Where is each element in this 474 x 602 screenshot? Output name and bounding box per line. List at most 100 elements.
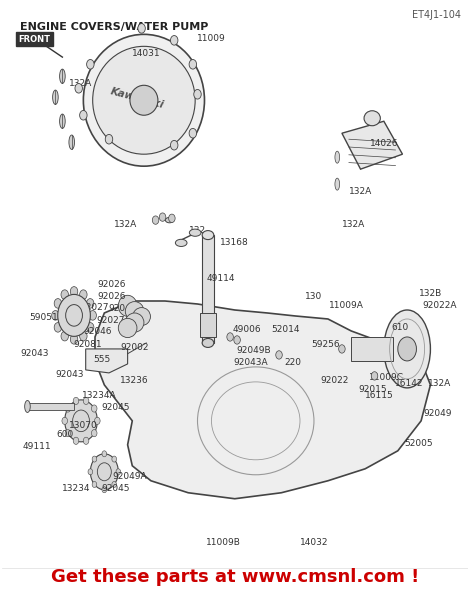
Ellipse shape <box>130 85 158 115</box>
Ellipse shape <box>364 111 380 126</box>
Text: 92026: 92026 <box>97 280 126 289</box>
Text: 13070: 13070 <box>69 421 98 430</box>
Ellipse shape <box>189 229 201 236</box>
Text: 49111: 49111 <box>22 442 51 451</box>
Circle shape <box>398 337 417 361</box>
Circle shape <box>61 290 68 299</box>
Circle shape <box>91 405 97 412</box>
Text: 555: 555 <box>93 355 110 364</box>
Bar <box>27 403 74 410</box>
Text: 92046: 92046 <box>109 304 137 313</box>
Circle shape <box>86 299 94 308</box>
Circle shape <box>94 417 100 424</box>
Text: 92002: 92002 <box>120 343 149 352</box>
Circle shape <box>88 469 93 475</box>
Circle shape <box>171 140 178 150</box>
Circle shape <box>70 287 78 296</box>
Text: 11009C: 11009C <box>369 373 404 382</box>
Bar <box>200 313 216 337</box>
Circle shape <box>171 36 178 45</box>
Text: 13234A: 13234A <box>82 391 117 400</box>
Ellipse shape <box>118 318 137 338</box>
Bar <box>202 235 214 343</box>
Circle shape <box>276 351 283 359</box>
Circle shape <box>338 345 345 353</box>
Circle shape <box>227 333 233 341</box>
Ellipse shape <box>25 400 30 412</box>
Text: 132A: 132A <box>69 79 92 88</box>
Text: 92043: 92043 <box>55 370 83 379</box>
Text: 92043: 92043 <box>20 349 49 358</box>
Ellipse shape <box>60 69 65 84</box>
Text: FRONT: FRONT <box>18 35 50 43</box>
Ellipse shape <box>384 310 430 388</box>
Text: 14032: 14032 <box>300 538 328 547</box>
Text: ET4J1-104: ET4J1-104 <box>412 10 461 20</box>
Text: 92049A: 92049A <box>113 472 147 481</box>
Text: 16115: 16115 <box>365 391 393 400</box>
Circle shape <box>116 469 120 475</box>
Circle shape <box>86 323 94 332</box>
Circle shape <box>54 323 62 332</box>
Ellipse shape <box>133 308 150 326</box>
Circle shape <box>152 216 159 225</box>
Circle shape <box>80 290 87 299</box>
Ellipse shape <box>53 90 58 105</box>
Text: 92015: 92015 <box>358 385 386 394</box>
Circle shape <box>234 336 240 344</box>
Text: 132A: 132A <box>428 379 451 388</box>
Text: 92049B: 92049B <box>236 346 271 355</box>
Ellipse shape <box>175 239 187 246</box>
Text: 13168: 13168 <box>220 238 249 247</box>
Circle shape <box>73 397 79 405</box>
Circle shape <box>89 311 96 320</box>
Ellipse shape <box>60 114 65 128</box>
Text: Kawasaki: Kawasaki <box>109 87 165 110</box>
Circle shape <box>75 84 82 93</box>
Text: 92046: 92046 <box>83 327 111 336</box>
Circle shape <box>159 213 166 222</box>
Circle shape <box>61 331 68 341</box>
Ellipse shape <box>165 217 174 223</box>
Text: 16142: 16142 <box>395 379 424 388</box>
Circle shape <box>102 451 107 457</box>
Text: 92043A: 92043A <box>234 358 268 367</box>
Text: 92027: 92027 <box>81 303 109 312</box>
Text: 132B: 132B <box>419 289 442 298</box>
Circle shape <box>73 437 79 444</box>
Text: 11009: 11009 <box>197 34 226 43</box>
Circle shape <box>194 90 201 99</box>
Polygon shape <box>342 121 402 169</box>
Text: 132A: 132A <box>342 220 365 229</box>
Circle shape <box>65 400 97 442</box>
Ellipse shape <box>83 34 204 166</box>
Ellipse shape <box>202 338 214 347</box>
Circle shape <box>80 331 87 341</box>
Text: 13236: 13236 <box>120 376 149 385</box>
Circle shape <box>65 430 71 437</box>
Text: 49114: 49114 <box>207 274 235 283</box>
Text: 130: 130 <box>305 292 323 301</box>
Circle shape <box>112 456 117 462</box>
Circle shape <box>62 417 67 424</box>
Text: 59256: 59256 <box>311 340 340 349</box>
Text: 220: 220 <box>284 358 301 367</box>
Text: 13234: 13234 <box>62 484 91 493</box>
Circle shape <box>138 23 146 33</box>
Circle shape <box>65 405 71 412</box>
Text: 92049: 92049 <box>423 409 452 418</box>
Text: 92022A: 92022A <box>422 301 457 310</box>
Circle shape <box>189 128 197 138</box>
Circle shape <box>70 335 78 344</box>
Circle shape <box>91 454 118 490</box>
Text: 92045: 92045 <box>102 403 130 412</box>
Text: 132A: 132A <box>114 220 137 229</box>
Text: 92027A: 92027A <box>96 316 131 325</box>
Ellipse shape <box>93 46 195 154</box>
Text: 52014: 52014 <box>272 325 300 334</box>
Circle shape <box>169 214 175 223</box>
Circle shape <box>105 134 113 144</box>
Text: 14026: 14026 <box>370 139 398 148</box>
Ellipse shape <box>125 302 144 321</box>
Circle shape <box>52 311 59 320</box>
